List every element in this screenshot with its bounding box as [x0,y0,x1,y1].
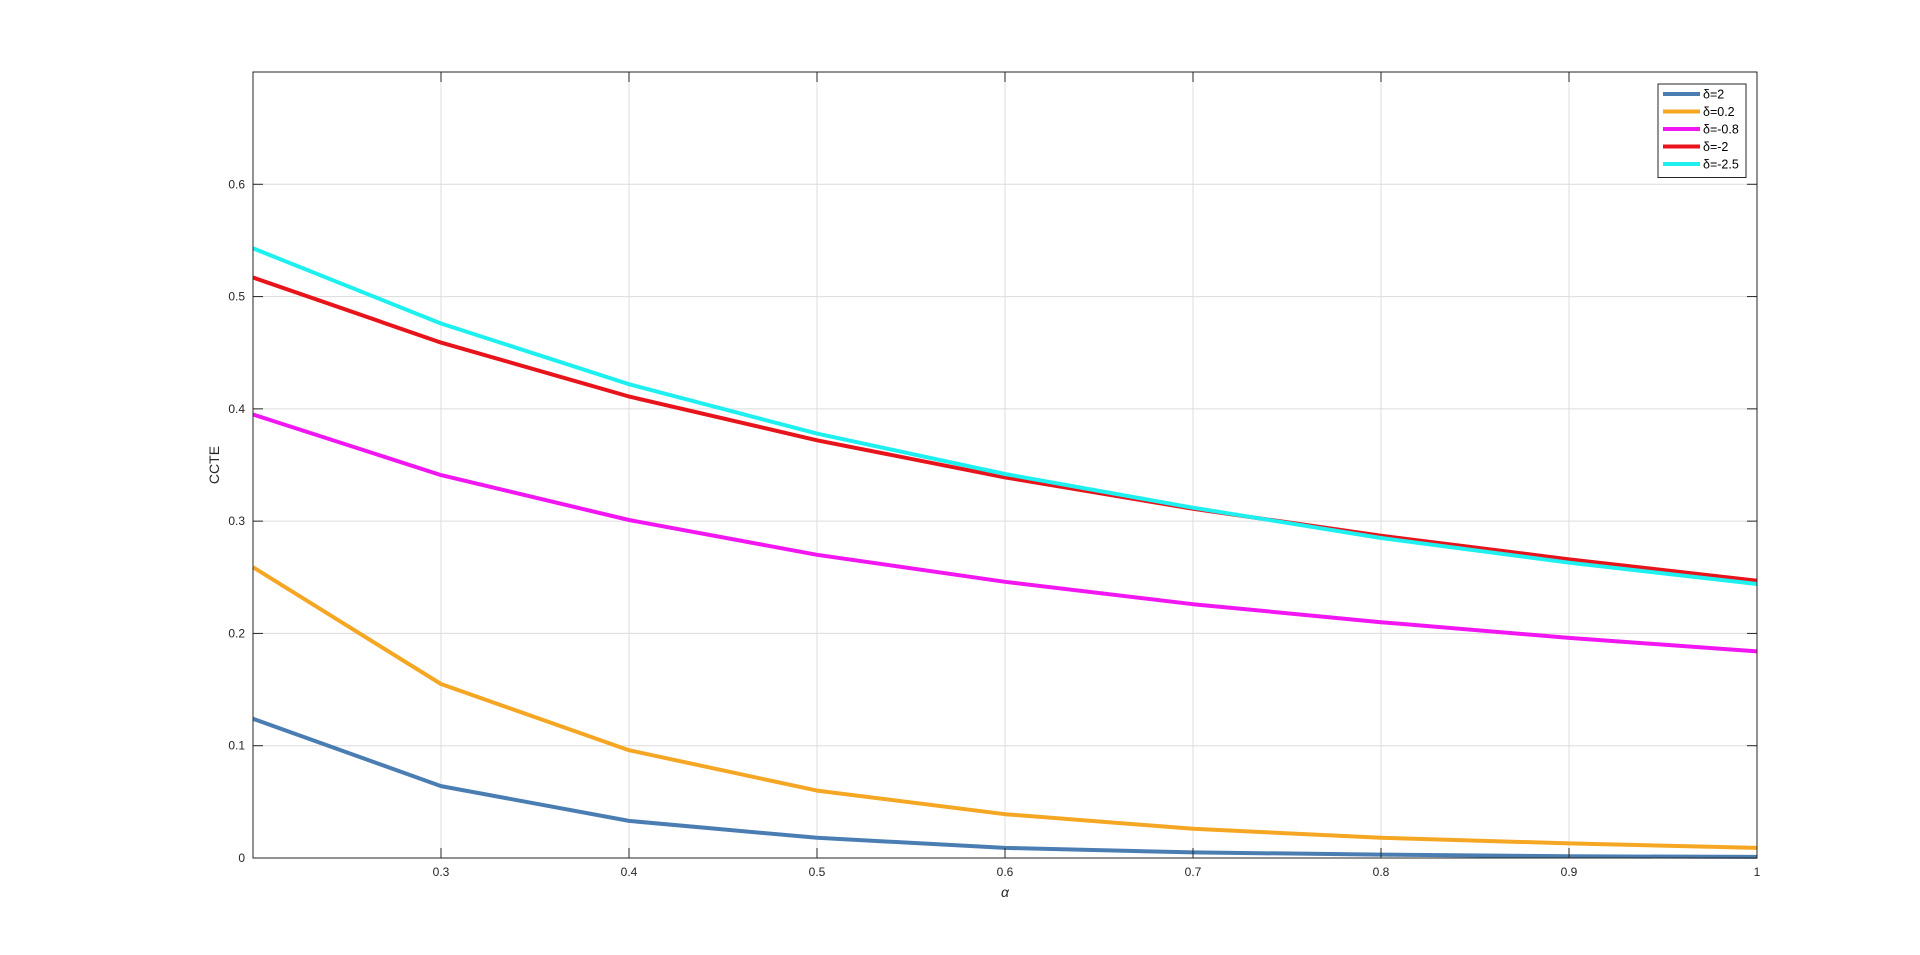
y-tick-label: 0.6 [228,177,245,191]
x-tick-label: 0.6 [997,865,1014,879]
series-line-3 [252,275,1758,583]
legend-label: δ=2 [1703,88,1724,102]
series-line-2 [252,412,1758,654]
y-tick-label: 0.1 [228,739,245,753]
y-tick-label: 0.5 [228,290,245,304]
series-line-4 [252,246,1758,586]
x-tick-label: 0.8 [1373,865,1390,879]
y-axis-label: CCTE [206,446,222,484]
x-tick-label: 0.3 [433,865,450,879]
y-tick-label: 0.2 [228,626,245,640]
y-tick-label: 0.3 [228,514,245,528]
x-tick-label: 1 [1754,865,1761,879]
legend-label: δ=0.2 [1703,105,1735,119]
x-tick-label: 0.5 [809,865,826,879]
y-tick-label: 0.4 [228,402,245,416]
x-tick-labels: 0.3 0.4 0.5 0.6 0.7 0.8 0.9 1 [433,865,1761,879]
series-line-1 [251,565,1758,850]
axis-ticks [253,72,1758,859]
legend-label: δ=-0.8 [1703,123,1739,137]
x-tick-label: 0.7 [1185,865,1202,879]
series-line-0 [252,716,1758,859]
x-axis-label: α [1001,884,1010,900]
x-tick-label: 0.9 [1561,865,1578,879]
legend-label: δ=-2.5 [1703,158,1739,172]
series-lines [251,246,1758,859]
x-tick-label: 0.4 [621,865,638,879]
legend-label: δ=-2 [1703,140,1728,154]
y-tick-labels: 0 0.1 0.2 0.3 0.4 0.5 0.6 [228,177,245,865]
legend: δ=2 δ=0.2 δ=-0.8 δ=-2 δ=-2.5 [1657,83,1747,178]
y-tick-label: 0 [238,851,245,865]
